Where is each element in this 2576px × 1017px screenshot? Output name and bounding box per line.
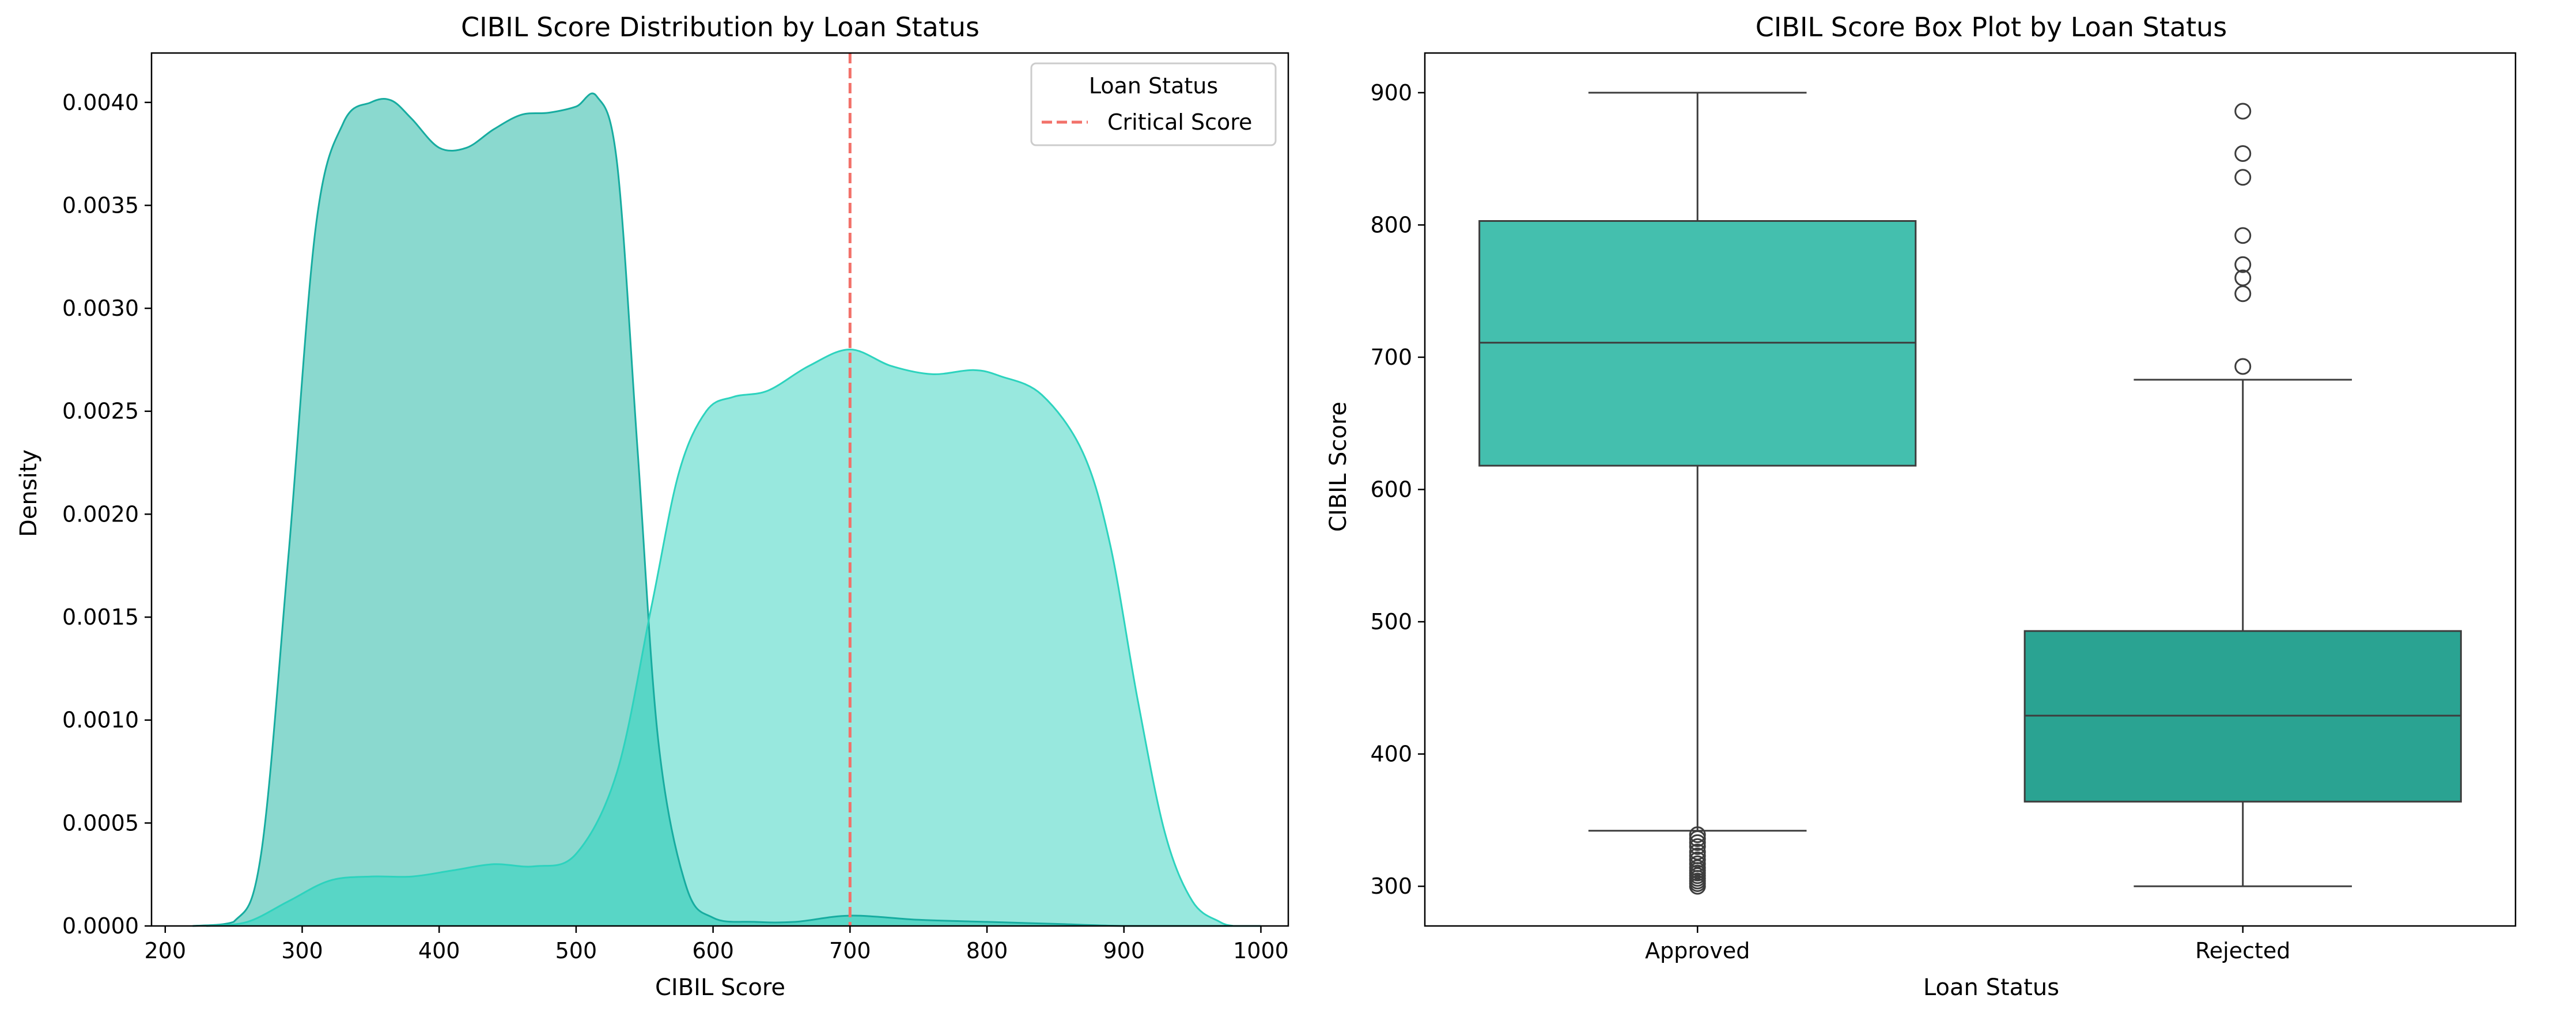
density-chart: CIBIL Score Distribution by Loan Status … (16, 12, 1289, 1001)
density-legend: Loan Status Critical Score (1030, 62, 1277, 146)
y-tick-label: 700 (1370, 345, 1412, 370)
y-tick-label: 0.0015 (62, 604, 139, 630)
y-tick-label: 500 (1370, 609, 1412, 634)
y-tick-label: 600 (1370, 477, 1412, 502)
y-tick-label: 0.0005 (62, 810, 139, 835)
x-tick-label: 900 (1103, 938, 1145, 963)
outlier-point (2234, 169, 2252, 186)
legend-entry-critical-score: Critical Score (1107, 109, 1252, 135)
density-curve-0 (192, 92, 1261, 927)
box-plot-x-axis-label: Loan Status (1923, 974, 2059, 1001)
outlier-point (1689, 851, 1706, 868)
outlier-point (2234, 269, 2252, 286)
box-plot-content: Approved Rejected 300 400 500 600 700 800 900 (1370, 52, 2517, 963)
box-plot-chart: CIBIL Score Box Plot by Loan Status Appr… (1325, 12, 2517, 1001)
box-rejected (2023, 103, 2462, 887)
x-tick-label: 200 (145, 938, 187, 963)
y-tick-label: 800 (1370, 212, 1412, 237)
y-tick-label: 300 (1370, 874, 1412, 899)
y-tick-label: 0.0040 (62, 90, 139, 115)
outlier-point (1689, 847, 1706, 864)
legend-box (1030, 62, 1277, 146)
outlier-point (2234, 103, 2252, 120)
y-tick-label: 0.0030 (62, 296, 139, 321)
x-tick-label-approved: Approved (1645, 938, 1750, 963)
x-tick-label: 1000 (1233, 938, 1289, 963)
outlier-point (1689, 859, 1706, 876)
x-tick-label: 400 (418, 938, 460, 963)
outlier-point (2234, 285, 2252, 303)
density-area-1 (206, 349, 1234, 926)
density-curve-1 (206, 348, 1234, 927)
outlier-point (2234, 227, 2252, 244)
legend-title: Loan Status (1089, 73, 1218, 99)
y-tick-label: 0.0010 (62, 708, 139, 733)
density-areas (192, 53, 1261, 927)
outlier-point (1689, 830, 1706, 847)
density-y-axis-label: Density (16, 449, 42, 537)
y-tick-label: 0.0035 (62, 192, 139, 218)
outlier-point (2234, 256, 2252, 273)
density-area-0 (192, 93, 1261, 927)
density-x-axis-label: CIBIL Score (655, 974, 785, 1001)
y-tick-label: 900 (1370, 80, 1412, 105)
outlier-point (2234, 145, 2252, 162)
outlier-point (1689, 855, 1706, 872)
x-tick-label-rejected: Rejected (2195, 938, 2290, 963)
y-tick-label: 400 (1370, 742, 1412, 767)
outlier-point (1689, 834, 1706, 851)
outlier-point (1689, 838, 1706, 855)
density-axes: 200 300 400 500 600 700 800 900 1000 0.0000 0.0005… (62, 52, 1289, 963)
y-tick-label: 0.0020 (62, 501, 139, 527)
box-plot-y-axis-label: CIBIL Score (1325, 402, 1352, 532)
density-chart-title: CIBIL Score Distribution by Loan Status (461, 12, 979, 43)
x-tick-label: 300 (281, 938, 323, 963)
x-tick-label: 700 (829, 938, 871, 963)
x-tick-label: 800 (966, 938, 1008, 963)
x-tick-label: 600 (692, 938, 734, 963)
density-plot-frame (150, 52, 1289, 927)
outlier-point (1689, 826, 1706, 844)
box-plot-title: CIBIL Score Box Plot by Loan Status (1756, 12, 2227, 43)
outlier-point (2234, 358, 2252, 375)
y-tick-label: 0.0025 (62, 399, 139, 424)
x-tick-label: 500 (555, 938, 597, 963)
box-approved (1478, 92, 1917, 895)
y-tick-label: 0.0000 (62, 913, 139, 939)
outlier-point (1689, 843, 1706, 860)
